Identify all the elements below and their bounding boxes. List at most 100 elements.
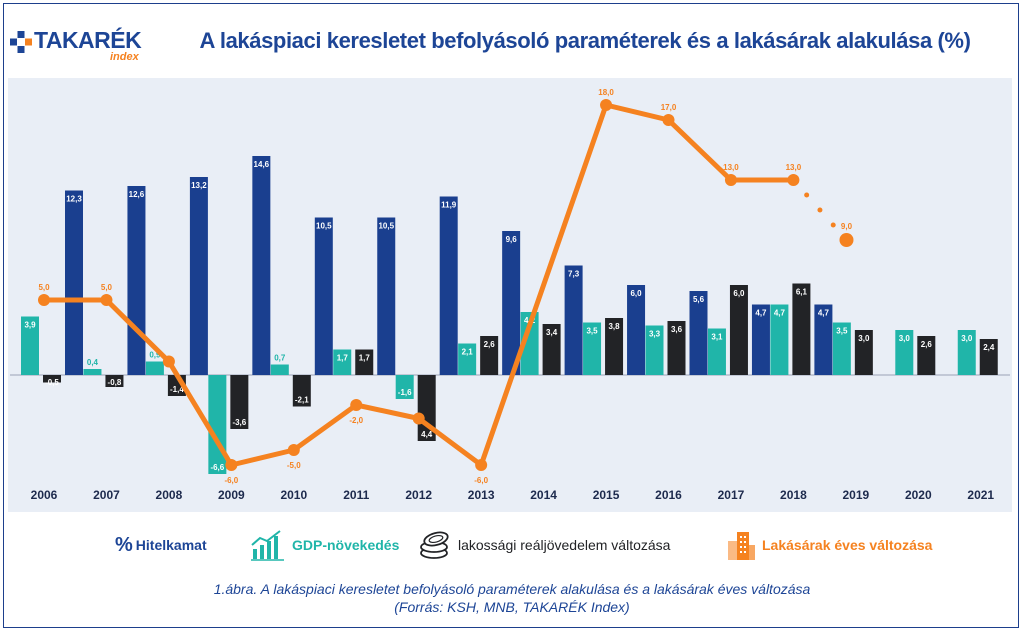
income-label-2006: -0,5 — [45, 378, 59, 387]
rate-label-2018: 4,7 — [818, 309, 830, 318]
income-label-2007: -0,8 — [108, 378, 122, 387]
gdp-bar-2016 — [645, 325, 664, 375]
x-tick-2020: 2020 — [905, 488, 932, 502]
x-tick-2018: 2018 — [780, 488, 807, 502]
legend-price-label: Lakásárak éves változása — [762, 537, 933, 553]
price-forecast-point — [839, 233, 854, 247]
gdp-bar-2019 — [832, 322, 851, 375]
price-label-1: 5,0 — [101, 283, 113, 292]
income-bar-2012 — [417, 375, 436, 441]
rate-bar-2012 — [439, 196, 458, 375]
x-tick-2011: 2011 — [343, 488, 369, 502]
percent-icon: % — [115, 533, 133, 556]
rate-label-2009: 14,6 — [254, 160, 270, 169]
gdp-bar-2010 — [270, 364, 289, 375]
rate-label-2014: 7,3 — [568, 270, 580, 279]
price-point-7 — [475, 459, 488, 471]
logo-wordmark: TAKARÉK — [34, 27, 142, 53]
gdp-bar-2017 — [707, 328, 726, 375]
x-tick-2016: 2016 — [655, 488, 682, 502]
price-line — [44, 102, 794, 468]
income-label-2015: 3,8 — [608, 322, 620, 331]
rate-bar-2017 — [751, 304, 770, 375]
rate-label-2016: 5,6 — [693, 295, 705, 304]
price-point-11 — [787, 174, 800, 186]
x-tick-2014: 2014 — [530, 488, 557, 502]
rate-bar-2018 — [814, 304, 833, 375]
gdp-label-2019: 3,5 — [836, 327, 848, 336]
income-label-2020: 2,6 — [921, 340, 933, 349]
rate-label-2008: 13,2 — [191, 181, 207, 190]
rate-label-2007: 12,6 — [129, 190, 145, 199]
price-label-3: -6,0 — [224, 476, 238, 485]
caption-line-2: (Forrás: KSH, MNB, TAKARÉK Index) — [394, 599, 630, 615]
price-point-1 — [100, 294, 113, 306]
gdp-label-2007: 0,4 — [87, 358, 99, 367]
gdp-bar-2015 — [583, 322, 602, 375]
x-tick-2006: 2006 — [31, 488, 58, 502]
rate-bar-2016 — [689, 291, 708, 375]
legend-gdp: GDP-növekedés — [250, 528, 399, 562]
price-label-5: -2,0 — [349, 416, 363, 425]
gdp-label-2013: 2,1 — [462, 348, 474, 357]
income-label-2011: 1,7 — [359, 354, 371, 363]
price-point-10 — [724, 174, 737, 186]
x-tick-2008: 2008 — [156, 488, 183, 502]
rate-label-2013: 9,6 — [506, 235, 518, 244]
rate-bar-2011 — [377, 217, 396, 375]
legend-hitelkamat-label: Hitelkamat — [135, 537, 207, 553]
price-label-11: 13,0 — [786, 163, 802, 172]
caption-line-1: 1.ábra. A lakáspiaci keresletet befolyás… — [213, 581, 811, 597]
rate-label-2017: 4,7 — [755, 309, 767, 318]
gdp-label-2021: 3,0 — [961, 334, 973, 343]
rate-bar-2013 — [502, 231, 521, 375]
x-tick-2007: 2007 — [93, 488, 120, 502]
income-bar-2010 — [292, 375, 311, 407]
gdp-bar-2018 — [770, 304, 789, 375]
gdp-bar-2013 — [458, 343, 477, 375]
income-label-2012: 4,4 — [421, 430, 433, 439]
x-tick-2015: 2015 — [593, 488, 620, 502]
income-bar-2011 — [355, 349, 374, 375]
income-bar-2009 — [230, 375, 249, 429]
legend-price: Lakásárak éves változása — [725, 528, 932, 562]
rate-label-2011: 10,5 — [378, 222, 394, 231]
price-point-3 — [225, 459, 238, 471]
gdp-bar-2011 — [333, 349, 352, 375]
gdp-label-2011: 1,7 — [337, 354, 349, 363]
price-point-5 — [350, 399, 363, 411]
x-tick-2019: 2019 — [842, 488, 869, 502]
gdp-bar-2009 — [208, 375, 227, 474]
income-label-2013: 2,6 — [484, 340, 496, 349]
rate-label-2010: 10,5 — [316, 222, 332, 231]
gdp-bar-2020 — [895, 330, 914, 375]
x-tick-2012: 2012 — [405, 488, 432, 502]
price-forecast-dot-3 — [830, 222, 836, 228]
rate-bar-2015 — [627, 285, 646, 375]
income-label-2021: 2,4 — [983, 343, 995, 352]
price-label-4: -5,0 — [287, 461, 301, 470]
income-label-2010: -2,1 — [295, 396, 309, 405]
gdp-label-2016: 3,3 — [649, 330, 661, 339]
income-label-2019: 3,0 — [858, 334, 870, 343]
rate-bar-2009 — [252, 156, 271, 375]
price-forecast-label: 9,0 — [841, 222, 853, 231]
gdp-label-2017: 3,1 — [711, 333, 723, 342]
gdp-chart-icon — [251, 530, 284, 561]
legend-income-label: lakossági reáljövedelem változása — [458, 537, 671, 553]
income-bar-2018 — [792, 283, 811, 375]
gdp-label-2018: 4,7 — [774, 309, 786, 318]
income-bar-2014 — [542, 324, 561, 375]
income-bar-2019 — [854, 330, 873, 375]
price-label-10: 13,0 — [723, 163, 739, 172]
income-label-2016: 3,6 — [671, 325, 683, 334]
x-tick-2010: 2010 — [280, 488, 307, 502]
gdp-bar-2007 — [83, 369, 102, 375]
price-label-8: 18,0 — [598, 88, 614, 97]
gdp-label-2015: 3,5 — [586, 327, 598, 336]
gdp-bar-2014 — [520, 312, 539, 375]
rate-label-2012: 11,9 — [441, 201, 457, 210]
price-point-6 — [412, 412, 425, 425]
legend-income: lakossági reáljövedelem változása — [418, 528, 670, 562]
